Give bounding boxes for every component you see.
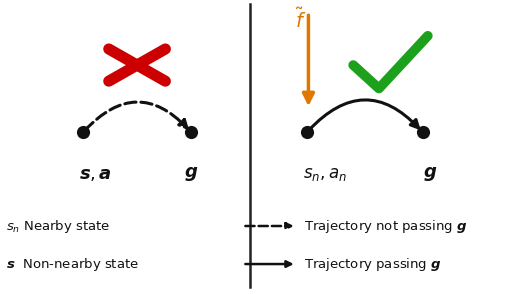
Point: [79, 130, 87, 135]
Point: [303, 130, 311, 135]
Text: $\boldsymbol{g}$: $\boldsymbol{g}$: [184, 165, 198, 183]
Point: [187, 130, 195, 135]
Text: $\tilde{f}$: $\tilde{f}$: [295, 8, 306, 32]
Text: $\boldsymbol{s, a}$: $\boldsymbol{s, a}$: [79, 165, 112, 183]
Point: [418, 130, 427, 135]
Text: $\boldsymbol{s_n, a_n}$: $\boldsymbol{s_n, a_n}$: [303, 165, 347, 183]
Text: $\boldsymbol{s_n}$ Nearby state: $\boldsymbol{s_n}$ Nearby state: [6, 218, 110, 235]
Text: $\boldsymbol{s}$  Non-nearby state: $\boldsymbol{s}$ Non-nearby state: [6, 255, 139, 273]
Text: Trajectory not passing $\boldsymbol{g}$: Trajectory not passing $\boldsymbol{g}$: [304, 218, 468, 235]
Text: Trajectory passing $\boldsymbol{g}$: Trajectory passing $\boldsymbol{g}$: [304, 255, 442, 273]
FancyArrowPatch shape: [309, 100, 418, 130]
FancyArrowPatch shape: [85, 102, 187, 130]
Text: $\boldsymbol{g}$: $\boldsymbol{g}$: [423, 165, 438, 183]
